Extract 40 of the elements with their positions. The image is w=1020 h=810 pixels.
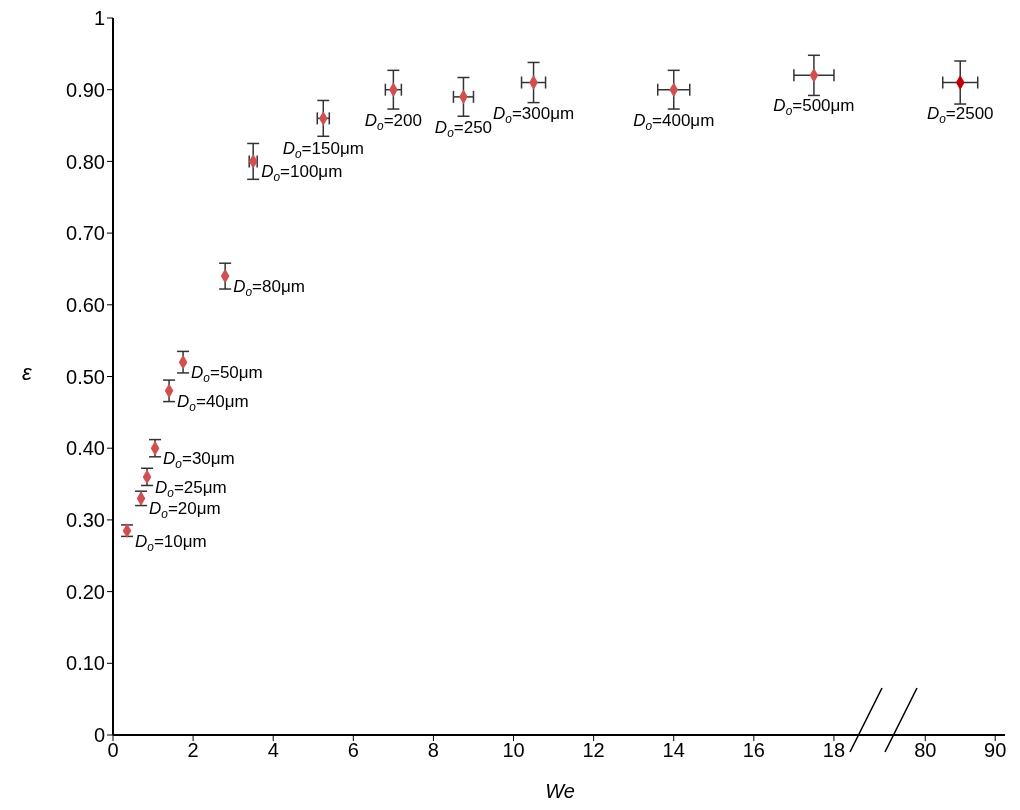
annotation: D$_{o}$=30μm bbox=[163, 449, 235, 471]
y-tick-label: 0 bbox=[93, 724, 105, 747]
annotation: D$_{o}$=100μm bbox=[261, 162, 343, 184]
y-tick-label: 0.40 bbox=[66, 437, 105, 460]
x-tick-label: 8 bbox=[427, 739, 439, 762]
x-tick-label: 0 bbox=[107, 739, 119, 762]
x-tick-label: 2 bbox=[187, 739, 199, 762]
annotation: D$_{o}$=50μm bbox=[191, 363, 263, 385]
annotation: D$_{o}$=250 bbox=[434, 117, 493, 140]
x-tick-label: 6 bbox=[347, 739, 359, 762]
annotation: D$_{o}$=300μm bbox=[492, 103, 575, 126]
y-tick-label: 0.10 bbox=[66, 652, 105, 675]
annotation: D$_{o}$=2500 bbox=[926, 103, 994, 126]
annotation: D$_{o}$=40μm bbox=[177, 391, 249, 414]
annotation: D$_{o}$=10μm bbox=[135, 531, 207, 554]
y-tick-label: 0.30 bbox=[66, 509, 105, 531]
x-tick-label: 12 bbox=[582, 739, 605, 762]
y-tick-label: 0.90 bbox=[66, 78, 105, 101]
annotation: D$_{o}$=150μm bbox=[282, 139, 364, 161]
x-tick-label: 16 bbox=[742, 739, 765, 762]
y-axis-title: ε bbox=[22, 360, 32, 386]
y-tick-label: 0.80 bbox=[66, 150, 105, 173]
annotation: D$_{o}$=500μm bbox=[773, 96, 855, 118]
x-tick-label: 18 bbox=[822, 739, 846, 762]
annotation: D$_{o}$=400μm bbox=[633, 110, 715, 133]
y-tick-label: 0.60 bbox=[66, 293, 105, 316]
x-axis-title: We bbox=[544, 780, 576, 803]
x-tick-label: 4 bbox=[267, 739, 279, 762]
annotation: D$_{o}$=25μm bbox=[155, 477, 227, 500]
annotation: D$_{o}$=80μm bbox=[233, 277, 305, 299]
y-tick-label: 0.50 bbox=[66, 365, 105, 388]
x-tick-label: 80 bbox=[914, 739, 937, 762]
y-tick-label: 0.70 bbox=[66, 222, 105, 245]
x-tick-label: 10 bbox=[502, 739, 525, 762]
y-tick-label: 0.20 bbox=[66, 580, 105, 603]
annotation: D$_{o}$=20μm bbox=[149, 499, 221, 521]
x-tick-label: 14 bbox=[662, 739, 685, 762]
y-tick-label: 1 bbox=[93, 7, 105, 30]
x-tick-label: 90 bbox=[984, 739, 1007, 762]
annotation: D$_{o}$=200 bbox=[364, 110, 422, 133]
